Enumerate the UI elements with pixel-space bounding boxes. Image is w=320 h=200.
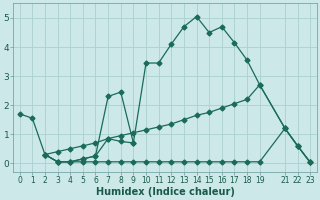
X-axis label: Humidex (Indice chaleur): Humidex (Indice chaleur) (96, 187, 234, 197)
